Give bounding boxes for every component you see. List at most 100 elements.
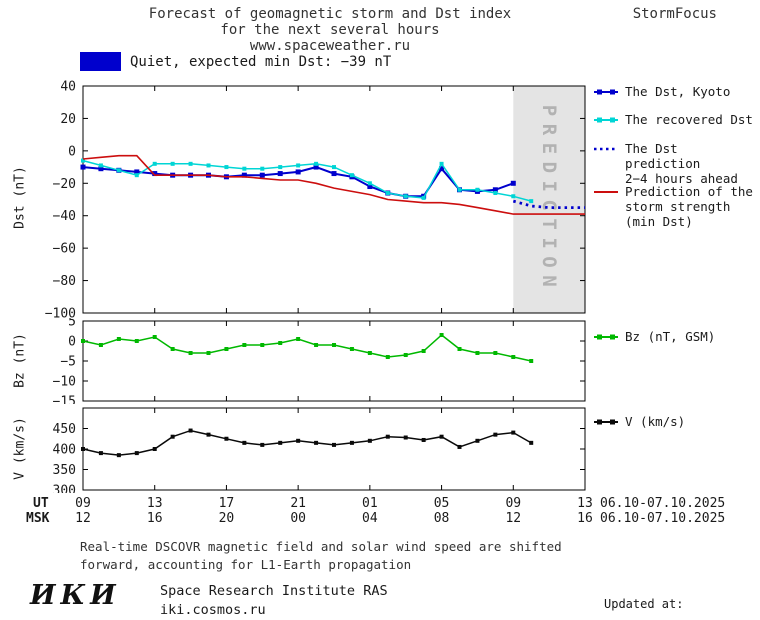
series-marker xyxy=(439,161,444,166)
series-marker xyxy=(475,438,480,443)
series-marker xyxy=(296,163,301,168)
series-marker xyxy=(134,173,139,178)
series-line xyxy=(82,334,532,362)
x-tick-label: 09 xyxy=(505,496,522,511)
series-marker xyxy=(188,428,193,433)
series-marker xyxy=(403,435,408,440)
series-marker xyxy=(367,181,372,186)
series-marker xyxy=(134,339,139,343)
series-marker xyxy=(98,343,103,347)
updated-at-block: Updated at: UT 09:05, 07.10.2025 MSK 12:… xyxy=(604,564,756,620)
series-marker xyxy=(493,432,498,437)
series-marker xyxy=(278,440,283,445)
series-marker xyxy=(385,434,390,439)
series-marker xyxy=(493,191,498,196)
legend-bz: Bz (nT, GSM) xyxy=(593,329,715,344)
x-tick-label: 21 xyxy=(290,496,306,511)
series-marker xyxy=(116,168,121,173)
legend-bz-label: Bz (nT, GSM) xyxy=(625,329,716,344)
series-marker xyxy=(313,164,319,170)
footnote-line-1: Real-time DSCOVR magnetic field and sola… xyxy=(80,539,562,554)
series-marker xyxy=(511,194,516,199)
iki-logo: ИКИ xyxy=(30,580,121,611)
series-marker xyxy=(332,442,336,447)
status-level-swatch xyxy=(80,52,121,71)
x-tick-label: 16 xyxy=(146,511,163,526)
msk-axis-name: MSK xyxy=(26,511,50,526)
msk-date-range: 06.10-07.10.2025 xyxy=(600,511,726,526)
ut-date-range: 06.10-07.10.2025 xyxy=(600,496,726,511)
series-marker xyxy=(260,343,265,347)
x-tick-label: 16 xyxy=(577,511,593,526)
y-tick-label: 350 xyxy=(53,463,76,478)
legend-dst-prediction: The Dst prediction 2−4 hours ahead xyxy=(593,141,760,186)
series-marker xyxy=(349,440,354,445)
storm-prediction-line-icon xyxy=(594,191,618,193)
series-marker xyxy=(385,355,390,359)
series-marker xyxy=(314,343,319,347)
x-axis-msk-row: MSK 06.10-07.10.2025 12 16 20 00 04 08 12 16 xyxy=(0,511,760,526)
series-marker xyxy=(206,432,211,437)
dst-plot: PREDICTION 40 20 0 −20 −40 −60 −80 −100 xyxy=(45,80,586,320)
series-marker xyxy=(98,163,103,168)
x-tick-label: 00 xyxy=(290,511,306,526)
series-marker xyxy=(457,187,462,192)
legend-storm-prediction-line-1: Prediction of the xyxy=(625,184,753,199)
series-marker xyxy=(421,349,426,353)
series-marker xyxy=(206,163,211,168)
series-marker xyxy=(296,438,301,443)
series-marker xyxy=(188,351,193,355)
x-tick-label: 05 xyxy=(433,496,450,511)
x-tick-label: 01 xyxy=(362,496,378,511)
x-tick-label: 09 xyxy=(75,496,91,511)
series-marker xyxy=(349,347,354,351)
legend-dst-kyoto-label: The Dst, Kyoto xyxy=(625,84,731,99)
series-marker xyxy=(80,164,86,170)
series-marker xyxy=(206,351,211,355)
series-marker xyxy=(116,453,121,458)
series-marker xyxy=(295,169,301,175)
institute-site: iki.cosmos.ru xyxy=(160,602,266,618)
y-tick-label: −80 xyxy=(53,274,76,289)
y-tick-label: 300 xyxy=(53,484,76,494)
y-tick-label: −15 xyxy=(53,395,76,405)
legend-storm-prediction-line-2: storm strength xyxy=(625,199,731,214)
legend-dst-prediction-line-2: 2−4 hours ahead xyxy=(625,171,738,186)
plot-border xyxy=(82,407,586,491)
series-marker xyxy=(170,347,175,351)
institute-name: Space Research Institute RAS xyxy=(160,583,388,599)
y-tick-label: 0 xyxy=(68,335,76,350)
v-plot: 450 400 350 300 xyxy=(53,407,586,494)
series-marker xyxy=(529,199,534,204)
series-marker xyxy=(152,447,157,451)
series-marker xyxy=(511,355,516,359)
series-marker xyxy=(439,434,444,439)
series-marker xyxy=(457,347,462,351)
y-tick-label: 5 xyxy=(68,318,76,330)
series-marker xyxy=(385,191,390,196)
x-tick-label: 17 xyxy=(218,496,235,511)
series-line xyxy=(82,154,585,215)
series-marker xyxy=(260,166,265,171)
x-tick-label: 13 xyxy=(577,496,593,511)
status-bar: Quiet, expected min Dst: −39 nT xyxy=(80,52,391,71)
series-marker xyxy=(81,158,85,163)
series-marker xyxy=(277,171,283,177)
series-marker xyxy=(278,341,283,345)
series-marker xyxy=(296,337,301,341)
y-tick-label: −60 xyxy=(53,242,76,257)
prediction-zone-label: PREDICTION xyxy=(538,105,560,294)
series-marker xyxy=(529,359,534,363)
title-line-2: for the next several hours xyxy=(220,22,440,38)
x-axis-ut-row: UT 06.10-07.10.2025 09 13 17 21 01 05 09 13 xyxy=(0,496,760,511)
x-tick-label: 04 xyxy=(362,511,378,526)
ut-axis-name: UT xyxy=(33,496,49,511)
series-marker xyxy=(241,172,247,178)
y-tick-label: 20 xyxy=(60,112,76,127)
recovered-dst-line-icon xyxy=(594,117,618,123)
series-marker xyxy=(170,161,175,166)
y-tick-label: −5 xyxy=(60,355,76,370)
series-marker xyxy=(492,187,498,193)
legend-v-label: V (km/s) xyxy=(625,414,686,429)
footnote: Real-time DSCOVR magnetic field and sola… xyxy=(80,538,562,574)
